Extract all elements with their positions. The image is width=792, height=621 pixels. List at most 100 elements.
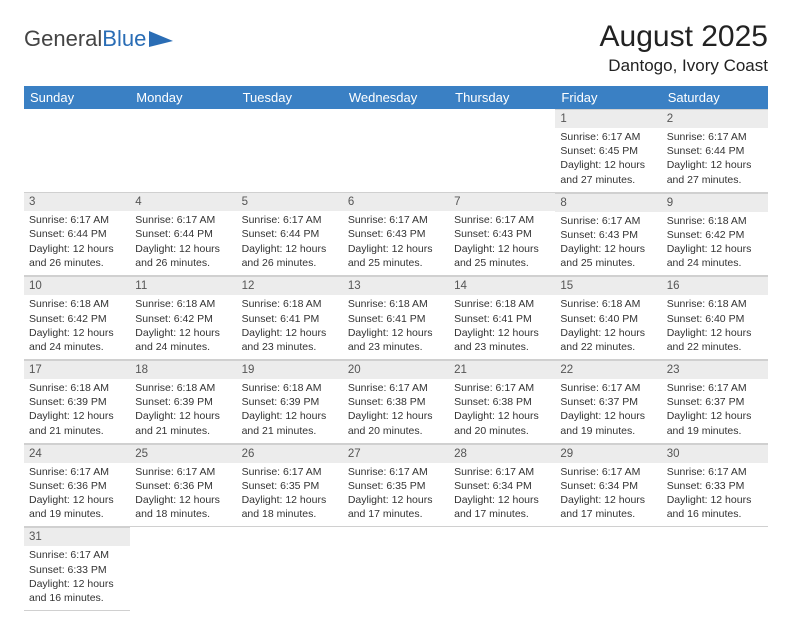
daylight-line: Daylight: 12 hours and 26 minutes. [29,242,125,270]
sunset-line: Sunset: 6:34 PM [560,479,656,493]
calendar-cell: 7Sunrise: 6:17 AMSunset: 6:43 PMDaylight… [449,192,555,276]
daylight-line: Daylight: 12 hours and 20 minutes. [454,409,550,437]
title-block: August 2025 Dantogo, Ivory Coast [600,20,768,76]
calendar-cell: 19Sunrise: 6:18 AMSunset: 6:39 PMDayligh… [237,360,343,444]
calendar-header-cell: Thursday [449,86,555,109]
calendar-cell [24,109,130,192]
day-details: Sunrise: 6:17 AMSunset: 6:45 PMDaylight:… [555,128,661,192]
daylight-line: Daylight: 12 hours and 25 minutes. [560,242,656,270]
sunset-line: Sunset: 6:40 PM [667,312,763,326]
day-details: Sunrise: 6:18 AMSunset: 6:42 PMDaylight:… [24,295,130,359]
daylight-line: Daylight: 12 hours and 27 minutes. [560,158,656,186]
day-number-empty [24,109,130,127]
daylight-line: Daylight: 12 hours and 17 minutes. [560,493,656,521]
day-details: Sunrise: 6:17 AMSunset: 6:37 PMDaylight:… [555,379,661,443]
calendar-cell: 10Sunrise: 6:18 AMSunset: 6:42 PMDayligh… [24,276,130,360]
location-label: Dantogo, Ivory Coast [600,56,768,76]
day-number: 5 [237,192,343,211]
calendar-cell [130,527,236,611]
calendar-cell: 15Sunrise: 6:18 AMSunset: 6:40 PMDayligh… [555,276,661,360]
day-details: Sunrise: 6:18 AMSunset: 6:41 PMDaylight:… [237,295,343,359]
sunset-line: Sunset: 6:42 PM [667,228,763,242]
day-number: 24 [24,444,130,463]
header: GeneralBlue August 2025 Dantogo, Ivory C… [24,20,768,76]
daylight-line: Daylight: 12 hours and 20 minutes. [348,409,444,437]
sunset-line: Sunset: 6:43 PM [560,228,656,242]
daylight-line: Daylight: 12 hours and 21 minutes. [242,409,338,437]
sunrise-line: Sunrise: 6:17 AM [242,465,338,479]
daylight-line: Daylight: 12 hours and 16 minutes. [29,577,125,605]
calendar-cell: 24Sunrise: 6:17 AMSunset: 6:36 PMDayligh… [24,443,130,527]
sunrise-line: Sunrise: 6:17 AM [454,213,550,227]
sunset-line: Sunset: 6:36 PM [29,479,125,493]
sunrise-line: Sunrise: 6:17 AM [348,213,444,227]
day-number: 19 [237,360,343,379]
sunset-line: Sunset: 6:42 PM [29,312,125,326]
calendar-cell: 8 Sunrise: 6:17 AMSunset: 6:43 PMDaylight… [555,192,661,276]
calendar-header-cell: Monday [130,86,236,109]
calendar-row: 3Sunrise: 6:17 AMSunset: 6:44 PMDaylight… [24,192,768,276]
calendar-cell [662,527,768,611]
day-details: Sunrise: 6:17 AMSunset: 6:38 PMDaylight:… [343,379,449,443]
calendar-cell: 13Sunrise: 6:18 AMSunset: 6:41 PMDayligh… [343,276,449,360]
daylight-line: Daylight: 12 hours and 23 minutes. [454,326,550,354]
calendar-cell: 31Sunrise: 6:17 AMSunset: 6:33 PMDayligh… [24,527,130,611]
page-title: August 2025 [600,20,768,54]
sunrise-line: Sunrise: 6:17 AM [348,381,444,395]
day-number: 7 [449,192,555,211]
calendar-cell: 26Sunrise: 6:17 AMSunset: 6:35 PMDayligh… [237,443,343,527]
day-number: 8 [555,193,661,212]
day-number-empty [555,527,661,545]
calendar-cell: 22Sunrise: 6:17 AMSunset: 6:37 PMDayligh… [555,360,661,444]
day-details: Sunrise: 6:18 AMSunset: 6:42 PMDaylight:… [130,295,236,359]
daylight-line: Daylight: 12 hours and 17 minutes. [454,493,550,521]
calendar-cell [343,527,449,611]
day-details: Sunrise: 6:17 AMSunset: 6:33 PMDaylight:… [662,463,768,527]
day-details: Sunrise: 6:17 AMSunset: 6:44 PMDaylight:… [662,128,768,192]
calendar-header-cell: Wednesday [343,86,449,109]
day-details: Sunrise: 6:17 AMSunset: 6:38 PMDaylight:… [449,379,555,443]
sunset-line: Sunset: 6:37 PM [667,395,763,409]
day-number: 22 [555,360,661,379]
day-details: Sunrise: 6:18 AMSunset: 6:39 PMDaylight:… [237,379,343,443]
day-number-empty [449,109,555,127]
day-details: Sunrise: 6:18 AMSunset: 6:39 PMDaylight:… [130,379,236,443]
day-number-empty [130,109,236,127]
day-number: 21 [449,360,555,379]
calendar-cell: 3Sunrise: 6:17 AMSunset: 6:44 PMDaylight… [24,192,130,276]
daylight-line: Daylight: 12 hours and 25 minutes. [348,242,444,270]
day-details: Sunrise: 6:17 AMSunset: 6:36 PMDaylight:… [24,463,130,527]
sunset-line: Sunset: 6:37 PM [560,395,656,409]
day-number: 17 [24,360,130,379]
day-number: 1 [555,109,661,128]
day-number: 18 [130,360,236,379]
daylight-line: Daylight: 12 hours and 24 minutes. [29,326,125,354]
day-number: 12 [237,276,343,295]
day-number: 10 [24,276,130,295]
sunrise-line: Sunrise: 6:17 AM [560,381,656,395]
day-details: Sunrise: 6:18 AMSunset: 6:41 PMDaylight:… [449,295,555,359]
day-number: 23 [662,360,768,379]
day-number: 26 [237,444,343,463]
sunrise-line: Sunrise: 6:17 AM [667,381,763,395]
day-details: Sunrise: 6:17 AMSunset: 6:43 PMDaylight:… [449,211,555,275]
sunrise-line: Sunrise: 6:17 AM [560,465,656,479]
daylight-line: Daylight: 12 hours and 19 minutes. [29,493,125,521]
daylight-line: Daylight: 12 hours and 24 minutes. [667,242,763,270]
calendar-cell: 21Sunrise: 6:17 AMSunset: 6:38 PMDayligh… [449,360,555,444]
calendar-cell [449,109,555,192]
calendar-cell [449,527,555,611]
sunset-line: Sunset: 6:41 PM [242,312,338,326]
day-details: Sunrise: 6:17 AMSunset: 6:43 PMDaylight:… [343,211,449,275]
day-number-empty [449,527,555,545]
sunset-line: Sunset: 6:42 PM [135,312,231,326]
sunset-line: Sunset: 6:43 PM [454,227,550,241]
calendar-cell: 27Sunrise: 6:17 AMSunset: 6:35 PMDayligh… [343,443,449,527]
sunrise-line: Sunrise: 6:17 AM [560,214,656,228]
calendar-cell: 18Sunrise: 6:18 AMSunset: 6:39 PMDayligh… [130,360,236,444]
sunset-line: Sunset: 6:41 PM [348,312,444,326]
sunset-line: Sunset: 6:44 PM [135,227,231,241]
daylight-line: Daylight: 12 hours and 16 minutes. [667,493,763,521]
logo-flag-icon [148,30,174,48]
sunrise-line: Sunrise: 6:18 AM [29,381,125,395]
